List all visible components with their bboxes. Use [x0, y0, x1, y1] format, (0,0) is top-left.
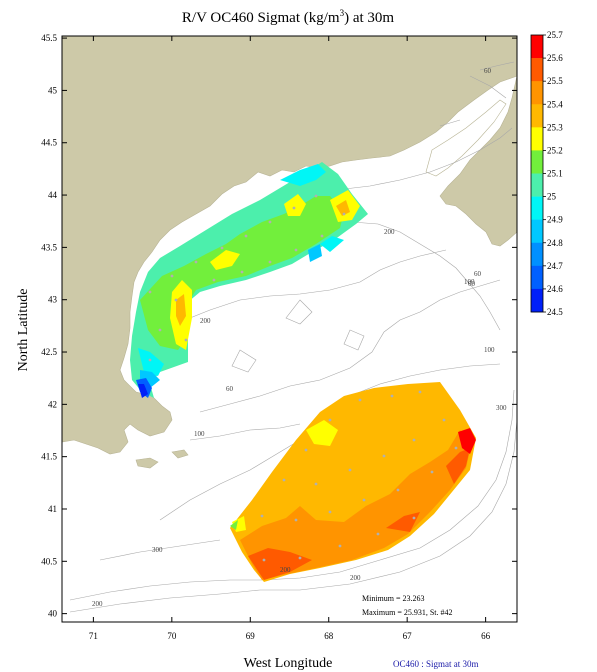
minimum-text: Minimum = 23.263 — [362, 594, 425, 603]
colorbar-swatch — [531, 288, 543, 313]
latitude-tick-label: 42.5 — [41, 347, 57, 357]
bathymetry-label: 200 — [350, 574, 361, 582]
bathymetry-label: 60 — [226, 385, 234, 393]
maximum-text: Maximum = 25.931, St. #42 — [362, 608, 453, 617]
bathymetry-label: 200 — [280, 566, 291, 574]
longitude-tick-label: 71 — [89, 631, 98, 641]
bathymetry-label: 300 — [496, 404, 507, 412]
colorbar-swatch — [531, 265, 543, 290]
colorbar-label: 25.1 — [547, 169, 563, 179]
longitude-tick-label: 70 — [167, 631, 177, 641]
bathymetry-label: 100 — [484, 346, 495, 354]
latitude-tick-label: 45 — [48, 85, 58, 95]
bathymetry-label: 200 — [384, 228, 395, 236]
longitude-tick-label: 66 — [481, 631, 491, 641]
land-mass — [61, 35, 518, 455]
colorbar-swatch — [531, 219, 543, 244]
latitude-tick-label: 42 — [48, 399, 57, 409]
colorbar-label: 25.2 — [547, 145, 563, 155]
colorbar-label: 25 — [547, 192, 557, 202]
colorbar-swatch — [531, 150, 543, 174]
bathymetry-label-group: 60 200 60 100 200 100 300 60 200 100 200… — [92, 67, 507, 608]
colorbar-label: 24.6 — [547, 284, 563, 294]
latitude-tick-label: 41 — [48, 504, 57, 514]
latitude-tick-label: 43.5 — [41, 242, 57, 252]
bathymetry-label: 100 — [194, 430, 205, 438]
station-markers — [148, 194, 458, 562]
bathymetry-label: 200 — [92, 600, 103, 608]
latitude-tick-label: 45.5 — [41, 33, 57, 43]
colorbar-swatch — [531, 196, 543, 220]
colorbar-label: 25.5 — [547, 76, 563, 86]
latitude-tick-label: 44 — [48, 190, 58, 200]
bathymetry-label: 300 — [152, 546, 163, 554]
x-axis-label: West Longitude — [244, 656, 333, 671]
longitude-ticks: 71 70 69 68 67 66 — [89, 36, 491, 641]
colorbar-swatch — [531, 104, 543, 128]
colorbar-swatch — [531, 173, 543, 197]
islands — [135, 449, 189, 469]
colorbar-swatch — [531, 242, 543, 267]
longitude-tick-label: 68 — [324, 631, 334, 641]
credit-text: OC460 : Sigmat at 30m — [393, 659, 479, 669]
bay-of-fundy — [425, 99, 507, 177]
colorbar-label: 25.3 — [547, 122, 563, 132]
latitude-tick-label: 40.5 — [41, 556, 57, 566]
bathymetry-label: 200 — [200, 317, 211, 325]
colorbar-label: 24.5 — [547, 307, 563, 317]
latitude-ticks: 45.5 45 44.5 44 43.5 43 42.5 42 41.5 41 40.5 40 — [41, 33, 517, 619]
bathymetry-label: 60 — [484, 67, 492, 75]
longitude-tick-label: 69 — [246, 631, 256, 641]
bathymetry-label: 60 — [468, 280, 476, 288]
bathymetry-label: 60 — [474, 270, 482, 278]
colorbar-label: 24.8 — [547, 238, 563, 248]
colorbar-label: 25.6 — [547, 53, 563, 63]
colorbar-label: 24.9 — [547, 215, 563, 225]
colorbar-swatch — [531, 81, 543, 105]
colorbar-label: 25.4 — [547, 99, 563, 109]
colorbar-label: 24.7 — [547, 261, 563, 271]
bathymetry-label: 100 — [464, 278, 475, 286]
latitude-tick-label: 41.5 — [41, 452, 57, 462]
colorbar-swatch — [531, 127, 543, 151]
nova-scotia — [439, 75, 518, 247]
latitude-tick-label: 43 — [48, 295, 58, 305]
map-panel: 60 200 60 100 200 100 300 60 200 100 200… — [61, 35, 518, 623]
map-title: R/V OC460 Sigmat (kg/m3) at 30m — [182, 8, 394, 26]
latitude-tick-label: 40 — [48, 609, 58, 619]
y-axis-label: North Latitude — [16, 289, 31, 372]
colorbar-label: 25.7 — [547, 30, 563, 40]
colorbar: 25.7 25.6 25.5 25.4 25.3 25.2 25.1 25 24.9 24.8 24… — [530, 30, 563, 317]
latitude-tick-label: 44.5 — [41, 138, 57, 148]
georges-bank-field — [230, 382, 476, 582]
map-frame — [61, 35, 518, 623]
colorbar-swatch — [531, 58, 543, 82]
longitude-tick-label: 67 — [403, 631, 413, 641]
colorbar-swatch — [531, 35, 543, 59]
